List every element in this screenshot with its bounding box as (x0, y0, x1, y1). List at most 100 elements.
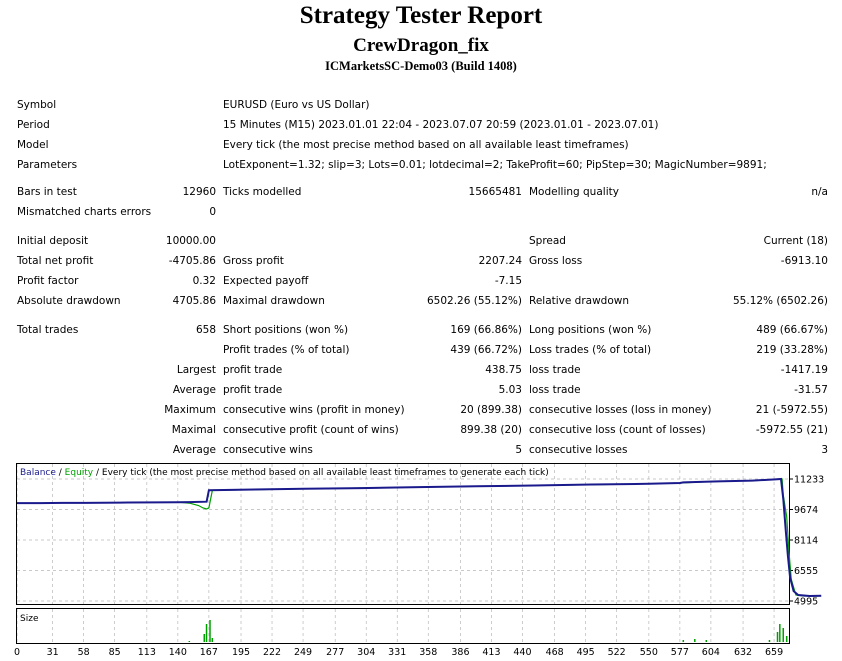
chart-legend: Balance / Equity / Every tick (the most … (20, 468, 549, 478)
gross-profit-value: 2207.24 (478, 255, 522, 267)
x-tick-label: 249 (294, 647, 312, 658)
net-profit-label: Total net profit (17, 255, 94, 267)
spread-label: Spread (529, 235, 566, 247)
maximal-loss-value: -5972.55 (21) (755, 424, 828, 436)
rel-drawdown-label: Relative drawdown (529, 295, 630, 307)
y-tick-label: 4995 (794, 597, 818, 608)
profit-factor-value: 0.32 (192, 275, 216, 287)
max-cons-wins-label: consecutive wins (profit in money) (223, 404, 405, 416)
gross-profit-label: Gross profit (223, 255, 284, 267)
x-tick-label: 522 (608, 647, 626, 658)
average-loss-label: loss trade (529, 384, 581, 396)
bars-value: 12960 (182, 186, 216, 198)
x-tick-label: 277 (326, 647, 344, 658)
x-tick-label: 495 (577, 647, 595, 658)
symbol-label: Symbol (17, 99, 57, 111)
net-profit-value: -4705.86 (168, 255, 216, 267)
x-tick-label: 413 (482, 647, 500, 658)
y-tick-label: 9674 (794, 505, 818, 516)
max-drawdown-label: Maximal drawdown (223, 295, 325, 307)
model-label: Model (17, 139, 49, 151)
long-positions-value: 489 (66.67%) (756, 324, 828, 336)
x-tick-label: 440 (513, 647, 531, 658)
x-tick-label: 222 (263, 647, 281, 658)
largest-profit-label: profit trade (223, 364, 283, 376)
chart-grid (16, 464, 793, 643)
x-tick-label: 31 (47, 647, 59, 658)
legend-sep: / (56, 468, 65, 478)
x-tick-label: 358 (419, 647, 437, 658)
size-label: Size (20, 614, 39, 624)
total-trades-value: 658 (195, 324, 216, 336)
profit-factor-label: Profit factor (17, 275, 79, 287)
x-tick-label: 550 (640, 647, 658, 658)
mismatch-label: Mismatched charts errors (17, 206, 152, 218)
period-value: 15 Minutes (M15) 2023.01.01 22:04 - 2023… (223, 119, 659, 131)
x-tick-label: 604 (702, 647, 720, 658)
x-tick-label: 659 (765, 647, 783, 658)
long-positions-label: Long positions (won %) (529, 324, 652, 336)
loss-trades-value: 219 (33.28%) (756, 344, 828, 356)
maximal-profit-value: 899.38 (20) (460, 424, 522, 436)
ticks-label: Ticks modelled (223, 186, 302, 198)
short-positions-value: 169 (66.86%) (450, 324, 522, 336)
legend-rest: / Every tick (the most precise method ba… (93, 468, 549, 478)
x-tick-label: 304 (357, 647, 375, 658)
report-title: Strategy Tester Report (299, 2, 543, 29)
total-trades-label: Total trades (17, 324, 79, 336)
quality-value: n/a (811, 186, 828, 198)
x-tick-label: 468 (546, 647, 564, 658)
size-chart-frame (16, 608, 790, 644)
abs-drawdown-value: 4705.86 (172, 295, 216, 307)
parameters-value: LotExponent=1.32; slip=3; Lots=0.01; lot… (223, 159, 767, 171)
max-cons-wins-value: 20 (899.38) (460, 404, 522, 416)
x-tick-label: 195 (232, 647, 250, 658)
x-tick-label: 113 (138, 647, 156, 658)
expected-payoff-value: -7.15 (494, 275, 522, 287)
initial-deposit-label: Initial deposit (17, 235, 89, 247)
server-info: ICMarketsSC-Demo03 (Build 1408) (325, 59, 517, 73)
expert-name: CrewDragon_fix (353, 35, 489, 56)
avg-cons-losses-value: 3 (821, 444, 828, 456)
rel-drawdown-value: 55.12% (6502.26) (733, 295, 828, 307)
model-value: Every tick (the most precise method base… (223, 139, 629, 151)
average-profit-value: 5.03 (498, 384, 522, 396)
largest-label: Largest (176, 364, 216, 376)
largest-loss-value: -1417.19 (780, 364, 828, 376)
average-loss-value: -31.57 (794, 384, 828, 396)
x-tick-label: 140 (169, 647, 187, 658)
legend-balance: Balance (20, 468, 56, 478)
parameters-label: Parameters (17, 159, 78, 171)
spread-value: Current (18) (763, 235, 828, 247)
y-tick-label: 6555 (794, 566, 818, 577)
maximum-label: Maximum (164, 404, 216, 416)
quality-label: Modelling quality (529, 186, 619, 198)
average-profit-label: profit trade (223, 384, 283, 396)
short-positions-label: Short positions (won %) (223, 324, 349, 336)
largest-loss-label: loss trade (529, 364, 581, 376)
x-tick-label: 331 (388, 647, 406, 658)
abs-drawdown-label: Absolute drawdown (17, 295, 121, 307)
maximal-profit-label: consecutive profit (count of wins) (223, 424, 399, 436)
avg-cons-wins-label: consecutive wins (223, 444, 313, 456)
profit-trades-value: 439 (66.72%) (450, 344, 522, 356)
max-drawdown-value: 6502.26 (55.12%) (427, 295, 522, 307)
avg-cons-losses-label: consecutive losses (529, 444, 628, 456)
gross-loss-value: -6913.10 (780, 255, 828, 267)
maximal-label: Maximal (171, 424, 216, 436)
bars-label: Bars in test (17, 186, 77, 198)
y-tick-label: 8114 (794, 536, 818, 547)
legend-equity: Equity (65, 468, 94, 478)
loss-trades-label: Loss trades (% of total) (529, 344, 652, 356)
equity-line (177, 478, 822, 597)
largest-profit-value: 438.75 (485, 364, 522, 376)
y-tick-label: 11233 (794, 475, 824, 486)
maximal-loss-label: consecutive loss (count of losses) (529, 424, 706, 436)
main-chart-frame (16, 463, 790, 605)
expected-payoff-label: Expected payoff (223, 275, 309, 287)
average-label: Average (172, 384, 216, 396)
initial-deposit-value: 10000.00 (165, 235, 216, 247)
mismatch-value: 0 (209, 206, 216, 218)
x-tick-label: 167 (200, 647, 218, 658)
